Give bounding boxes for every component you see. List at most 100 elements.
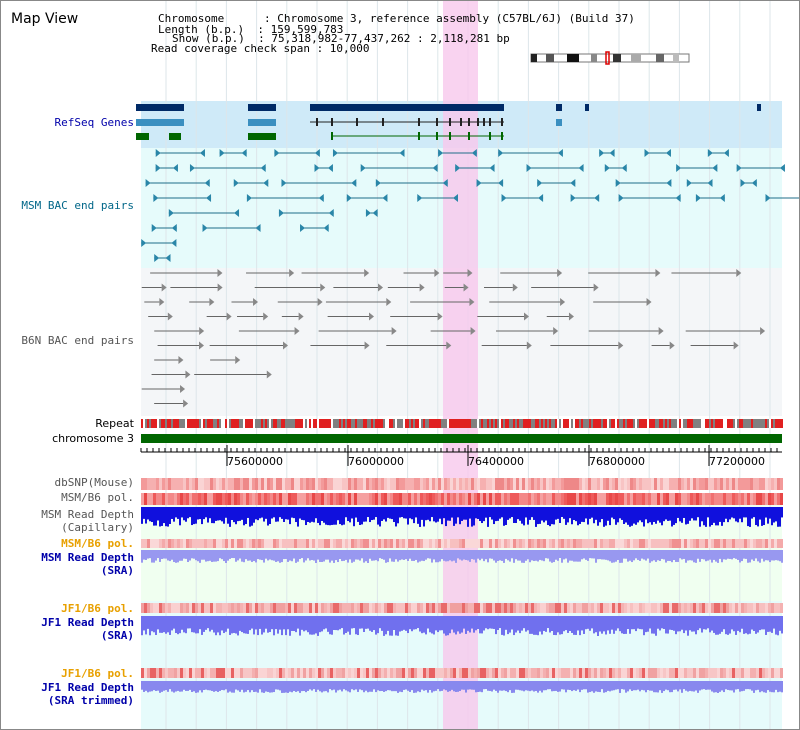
polymorphism-cell (726, 493, 729, 505)
read-depth-bar (547, 550, 549, 559)
polymorphism-cell (240, 493, 243, 505)
repeat-feature (733, 419, 735, 428)
read-depth-bar (503, 507, 505, 526)
read-depth-bar (431, 507, 433, 518)
polymorphism-cell (447, 603, 450, 613)
read-depth-bar (701, 681, 703, 690)
read-depth-bar (547, 616, 549, 629)
repeat-feature (707, 419, 709, 428)
read-depth-bar (345, 550, 347, 560)
polymorphism-cell (510, 493, 513, 505)
read-depth-bar (259, 550, 261, 560)
polymorphism-cell (531, 478, 534, 490)
polymorphism-cell (681, 603, 684, 613)
polymorphism-cell (660, 603, 663, 613)
read-depth-bar (511, 507, 513, 518)
read-depth-bar (575, 616, 577, 635)
read-depth-bar (501, 681, 503, 691)
polymorphism-cell (231, 539, 234, 548)
polymorphism-cell (732, 539, 735, 548)
polymorphism-cell (159, 493, 162, 505)
polymorphism-cell (378, 493, 381, 505)
polymorphism-cell (297, 603, 300, 613)
read-depth-bar (331, 616, 333, 635)
polymorphism-cell (399, 668, 402, 678)
repeat-feature (293, 419, 295, 428)
read-depth-bar (373, 507, 375, 520)
repeat-feature (695, 419, 697, 428)
read-depth-bar (369, 681, 371, 692)
bac-end (537, 179, 543, 187)
polymorphism-cell (645, 478, 648, 490)
read-depth-bar (589, 616, 591, 631)
repeat-feature (373, 419, 375, 428)
read-depth-bar (577, 550, 579, 562)
track-label-refseq[interactable]: RefSeq Genes (54, 116, 134, 129)
read-depth-bar (673, 507, 675, 525)
polymorphism-cell (336, 493, 339, 505)
bac-end (253, 298, 259, 306)
repeat-feature (351, 419, 353, 428)
track-label-b6n-bac[interactable]: B6N BAC end pairs (21, 334, 134, 347)
polymorphism-cell (525, 493, 528, 505)
read-depth-bar (169, 681, 171, 690)
read-depth-bar (607, 550, 609, 561)
read-depth-bar (501, 550, 503, 561)
polymorphism-cell (435, 668, 438, 678)
polymorphism-cell (237, 668, 240, 678)
read-depth-bar (669, 616, 671, 630)
polymorphism-cell (273, 603, 276, 613)
read-depth-bar (245, 507, 247, 524)
polymorphism-cell (750, 603, 753, 613)
read-depth-bar (253, 681, 255, 692)
track-label-dbsnp: dbSNP(Mouse) (54, 476, 134, 489)
repeat-feature (239, 419, 241, 428)
polymorphism-cell (528, 493, 531, 505)
polymorphism-cell (534, 603, 537, 613)
polymorphism-cell (441, 493, 444, 505)
read-depth-bar (245, 681, 247, 692)
read-depth-bar (371, 550, 373, 561)
read-depth-bar (585, 507, 587, 519)
polymorphism-cell (555, 493, 558, 505)
read-depth-bar (477, 616, 479, 629)
read-depth-bar (215, 507, 217, 521)
polymorphism-cell (360, 668, 363, 678)
read-depth-bar (273, 616, 275, 636)
read-depth-bar (351, 681, 353, 690)
polymorphism-cell (237, 603, 240, 613)
bac-end (719, 194, 725, 202)
polymorphism-cell (441, 603, 444, 613)
bac-end (538, 194, 544, 202)
track-label-msm-bac[interactable]: MSM BAC end pairs (21, 199, 134, 212)
read-depth-bar (583, 550, 585, 559)
read-depth-bar (517, 681, 519, 690)
read-depth-bar (387, 616, 389, 631)
polymorphism-cell (609, 478, 612, 490)
read-depth-bar (515, 507, 517, 524)
bac-end (707, 149, 713, 157)
polymorphism-cell (510, 478, 513, 490)
read-depth-bar (411, 507, 413, 520)
read-depth-bar (193, 550, 195, 559)
polymorphism-cell (333, 668, 336, 678)
read-depth-bar (475, 507, 477, 519)
read-depth-bar (341, 550, 343, 562)
bac-end (294, 327, 300, 335)
repeat-feature (699, 419, 701, 428)
read-depth-bar (465, 507, 467, 520)
polymorphism-cell (681, 493, 684, 505)
polymorphism-cell (600, 493, 603, 505)
polymorphism-cell (255, 478, 258, 490)
read-depth-bar (707, 681, 709, 690)
read-depth-bar (385, 507, 387, 522)
read-depth-bar (759, 507, 761, 520)
axis-tick-label: 75600000 (227, 455, 283, 468)
read-depth-bar (199, 550, 201, 563)
polymorphism-cell (525, 603, 528, 613)
polymorphism-cell (315, 493, 318, 505)
polymorphism-cell (738, 668, 741, 678)
polymorphism-cell (243, 539, 246, 548)
polymorphism-cell (744, 603, 747, 613)
